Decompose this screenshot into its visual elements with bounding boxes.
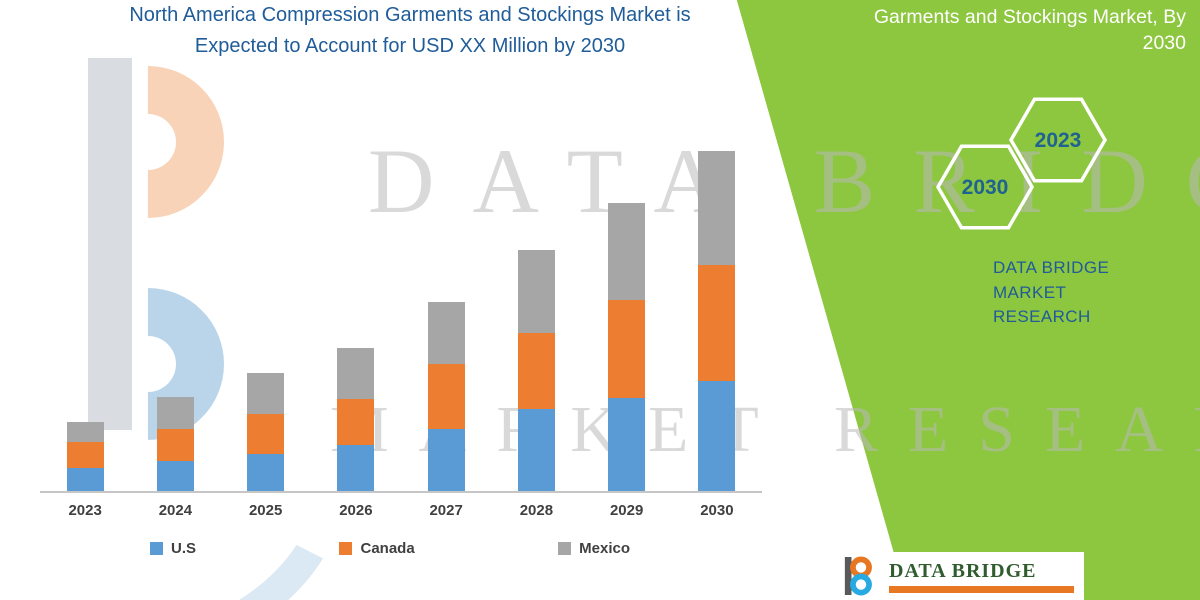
bar-segment-u-s-2030 bbox=[698, 381, 736, 491]
bar-segment-mexico-2023 bbox=[66, 422, 104, 443]
bar-segment-canada-2029 bbox=[608, 300, 646, 398]
bar-column-2027 bbox=[427, 302, 465, 491]
category-label-2028: 2028 bbox=[519, 502, 554, 519]
bar-segment-u-s-2023 bbox=[66, 467, 104, 491]
category-label-2026: 2026 bbox=[339, 502, 373, 519]
footer-logo-orange-bar bbox=[889, 585, 1074, 593]
legend-label-u-s: U.S bbox=[171, 540, 197, 557]
bar-segment-mexico-2027 bbox=[427, 302, 465, 365]
bar-segment-canada-2030 bbox=[698, 264, 736, 382]
bar-segment-mexico-2024 bbox=[156, 396, 194, 430]
footer-logo-text-wrap: DATA BRIDGE bbox=[889, 560, 1074, 593]
footer-logo-text: DATA BRIDGE bbox=[889, 559, 1037, 582]
category-label-2024: 2024 bbox=[158, 502, 193, 519]
legend-label-mexico: Mexico bbox=[579, 540, 630, 557]
dbmr-logo-icon bbox=[844, 556, 872, 596]
legend-item-u-s: U.S bbox=[150, 540, 196, 557]
bar-segment-u-s-2024 bbox=[156, 460, 194, 491]
chart-legend: U.S Canada Mexico bbox=[150, 540, 630, 557]
bar-column-2029 bbox=[608, 202, 646, 491]
chart-title-line2: Expected to Account for USD XX Million b… bbox=[194, 35, 626, 57]
bar-segment-canada-2027 bbox=[427, 364, 465, 430]
panel-brand: DATA BRIDGE MARKET RESEARCH bbox=[993, 256, 1165, 330]
stacked-bar-chart bbox=[40, 148, 762, 493]
panel-brand-line2: RESEARCH bbox=[993, 307, 1091, 327]
chart-title: North America Compression Garments and S… bbox=[30, 0, 790, 62]
hexagon-2030-label: 2030 bbox=[962, 176, 1009, 199]
bar-segment-u-s-2026 bbox=[337, 445, 375, 491]
hexagon-2023-label: 2023 bbox=[1035, 129, 1082, 152]
category-label-2030: 2030 bbox=[700, 502, 734, 519]
bar-column-2025 bbox=[247, 373, 285, 491]
year-hexagons: 2030 2023 bbox=[935, 97, 1108, 230]
footer-logo: DATA BRIDGE bbox=[832, 552, 1084, 600]
bar-segment-mexico-2030 bbox=[698, 151, 736, 265]
legend-swatch-u-s bbox=[150, 542, 163, 555]
panel-heading: Garments and Stockings Market, By 2030 bbox=[873, 6, 1186, 55]
bar-segment-u-s-2029 bbox=[608, 397, 646, 491]
bar-column-2030 bbox=[698, 151, 736, 491]
legend-label-canada: Canada bbox=[360, 540, 415, 557]
bar-segment-mexico-2026 bbox=[337, 347, 375, 399]
legend-item-mexico: Mexico bbox=[558, 540, 630, 557]
category-label-2027: 2027 bbox=[429, 502, 463, 519]
bar-segment-canada-2026 bbox=[337, 398, 375, 446]
bar-column-2024 bbox=[156, 396, 194, 491]
bar-segment-u-s-2025 bbox=[247, 454, 285, 491]
bar-column-2028 bbox=[517, 250, 555, 491]
panel-brand-line1: DATA BRIDGE MARKET bbox=[993, 258, 1110, 302]
bar-segment-canada-2025 bbox=[247, 413, 285, 455]
legend-swatch-mexico bbox=[558, 542, 572, 555]
bar-column-2026 bbox=[337, 347, 375, 491]
bar-segment-canada-2028 bbox=[517, 332, 555, 409]
category-labels: 2023 2024 2025 2026 2027 2028 2029 2030 bbox=[40, 502, 762, 519]
bar-segment-mexico-2029 bbox=[608, 202, 646, 301]
bar-segment-canada-2023 bbox=[66, 442, 104, 468]
chart-title-line1: North America Compression Garments and S… bbox=[129, 4, 691, 26]
bar-segment-mexico-2025 bbox=[247, 373, 285, 414]
legend-swatch-canada bbox=[339, 542, 353, 555]
category-label-2025: 2025 bbox=[248, 502, 283, 519]
legend-item-canada: Canada bbox=[339, 540, 415, 557]
bar-segment-mexico-2028 bbox=[517, 250, 555, 333]
category-label-2023: 2023 bbox=[68, 502, 102, 519]
category-label-2029: 2029 bbox=[609, 502, 644, 519]
bar-segment-u-s-2028 bbox=[517, 408, 555, 491]
hexagon-2023 bbox=[1008, 97, 1108, 183]
bar-segment-u-s-2027 bbox=[427, 429, 465, 491]
bar-segment-canada-2024 bbox=[156, 429, 194, 461]
bar-column-2023 bbox=[66, 422, 104, 491]
hexagon-2030 bbox=[935, 144, 1035, 230]
